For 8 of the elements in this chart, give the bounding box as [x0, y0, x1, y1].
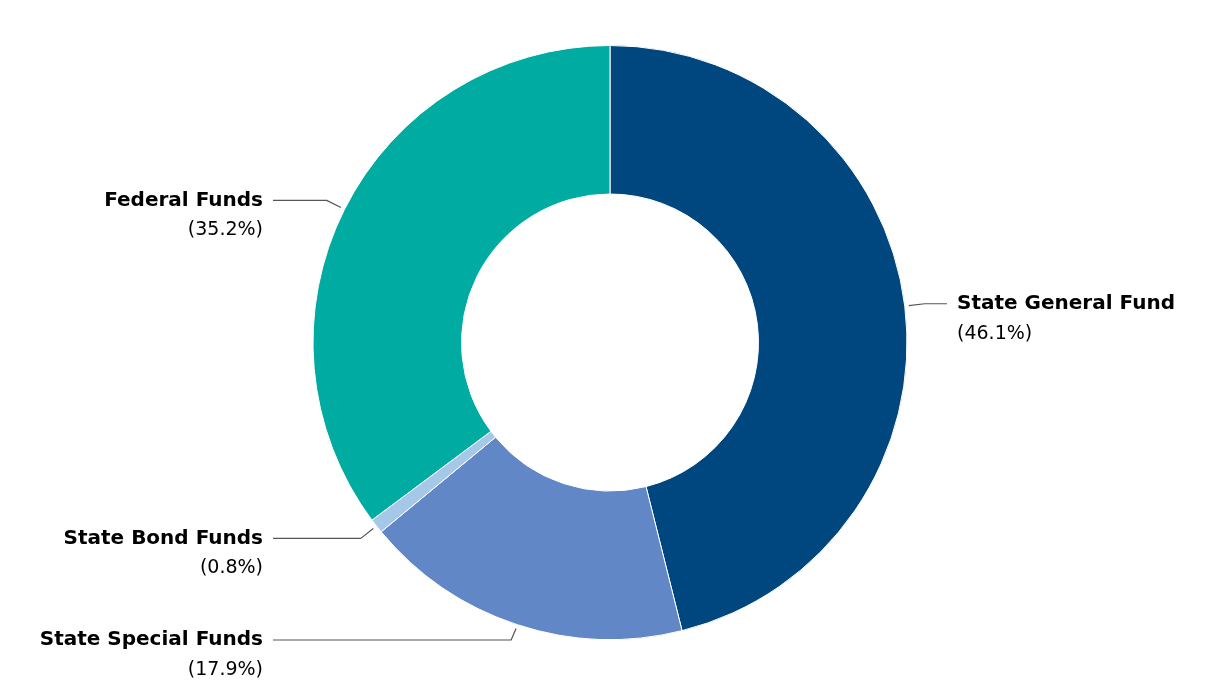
- slice-label: State Special Funds: [39, 626, 263, 651]
- slice-label: State Bond Funds: [63, 524, 263, 549]
- data-label: (0.8%): [199, 555, 263, 578]
- slice-label: State General Fund: [957, 289, 1175, 314]
- data-label: (35.2%): [187, 217, 263, 240]
- slice-label: Federal Funds: [104, 186, 263, 211]
- data-label: (46.1%): [957, 320, 1033, 343]
- data-label: (17.9%): [187, 656, 263, 679]
